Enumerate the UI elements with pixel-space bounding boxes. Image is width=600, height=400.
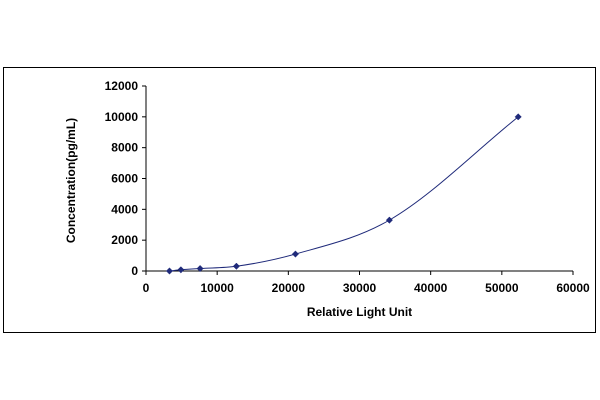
data-point: [385, 216, 393, 224]
y-tick-label: 10000: [105, 110, 139, 124]
y-tick-label: 12000: [105, 79, 139, 93]
x-tick-label: 50000: [485, 281, 519, 295]
y-tick-label: 2000: [111, 233, 138, 247]
y-tick-label: 4000: [111, 202, 138, 216]
data-point: [232, 262, 240, 270]
plot-area: 0 2000 4000 6000 8000 10000 12000 0 10000 20000 30…: [105, 79, 590, 295]
y-tick-label: 0: [131, 264, 138, 278]
data-point: [177, 266, 185, 274]
data-point: [291, 250, 300, 258]
calibration-chart: 0 2000 4000 6000 8000 10000 12000 0 10000 20000 30…: [64, 79, 590, 319]
x-tick-label: 30000: [343, 281, 377, 295]
chart-frame: 0 2000 4000 6000 8000 10000 12000 0 10000 20000 30…: [3, 67, 596, 333]
data-point: [165, 267, 174, 275]
x-axis-title: Relative Light Unit: [307, 305, 412, 319]
y-tick-label: 6000: [111, 172, 138, 186]
x-tick-label: 60000: [556, 281, 590, 295]
x-tick-label: 40000: [414, 281, 448, 295]
x-tick-label: 10000: [200, 281, 234, 295]
x-tick-label: 0: [143, 281, 150, 295]
x-tick-label: 20000: [272, 281, 306, 295]
y-axis-title: Concentration(pg/mL): [64, 118, 78, 243]
data-point: [196, 264, 204, 273]
data-point: [514, 113, 522, 121]
fitted-curve: [169, 116, 519, 272]
y-tick-label: 8000: [111, 141, 138, 155]
